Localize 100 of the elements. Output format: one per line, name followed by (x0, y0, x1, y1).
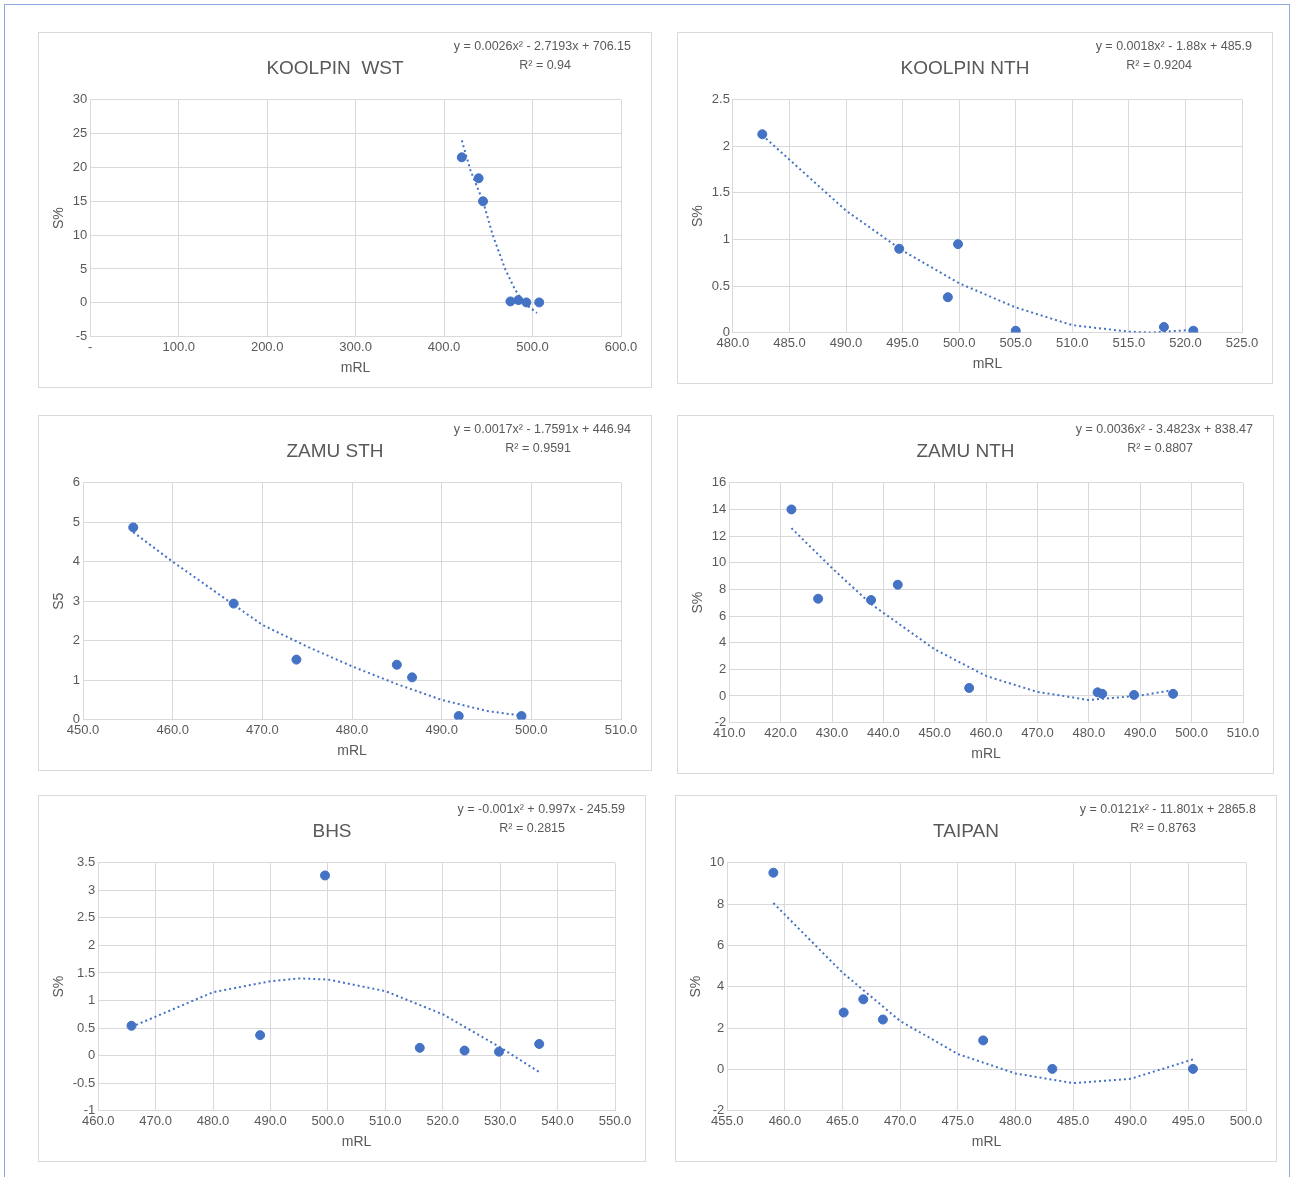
x-tick-label: 500.0 (1175, 724, 1208, 740)
y-tick-label: 2 (719, 660, 727, 676)
point (838, 1007, 849, 1018)
point (291, 654, 302, 665)
x-tick-label: 510.0 (1226, 724, 1260, 740)
chart-title: ZAMU STH (286, 439, 384, 461)
point (1158, 322, 1169, 333)
y-axis-title: S% (689, 205, 706, 228)
x-axis-title: mRL (337, 742, 368, 759)
x-tick-label: 510.0 (604, 721, 638, 737)
point (453, 711, 464, 720)
x-tick-label: 530.0 (483, 1112, 517, 1128)
x-tick-label: 500.0 (1229, 1112, 1263, 1128)
x-tick-label: 400.0 (427, 338, 461, 354)
y-tick-label: 2 (72, 632, 81, 648)
y-tick-label: 5 (80, 260, 88, 276)
x-tick-label: 480.0 (999, 1112, 1032, 1128)
chart-title: BHS (312, 819, 352, 841)
point (866, 595, 877, 606)
point (1047, 1063, 1058, 1074)
text: R² = 0.94 (518, 57, 572, 74)
x-tick-label: 470.0 (246, 721, 279, 737)
point (757, 129, 768, 140)
x-tick-label: 300.0 (339, 338, 372, 354)
y-tick-label: 5 (72, 513, 81, 529)
point (877, 1014, 888, 1025)
y-tick-label: 0 (87, 1047, 96, 1063)
text: R² = 0.8763 (1129, 820, 1197, 837)
y-tick-label: 1 (72, 671, 81, 687)
x-tick-label: 470.0 (139, 1112, 172, 1128)
x-tick-label: 485.0 (1056, 1112, 1090, 1128)
y-tick-label: 1.5 (711, 184, 730, 200)
y-tick-label: 15 (72, 192, 88, 208)
point (513, 295, 524, 306)
y-tick-label: 0.5 (711, 277, 730, 293)
x-axis-title: mRL (971, 1133, 1002, 1150)
y-tick-label: 8 (717, 895, 725, 911)
x-tick-label: 490.0 (254, 1112, 287, 1128)
point (473, 173, 484, 184)
y-tick-label: 1 (87, 992, 96, 1008)
x-tick-label: 460.0 (768, 1112, 802, 1128)
x-tick-label: 520.0 (426, 1112, 460, 1128)
point (126, 1020, 137, 1031)
point (894, 243, 905, 254)
x-tick-label: 440.0 (867, 724, 900, 740)
point (478, 196, 489, 207)
y-tick-label: 25 (72, 125, 88, 141)
y-tick-label: 0 (717, 1060, 725, 1076)
x-tick-label: 500.0 (515, 721, 548, 737)
x-tick-label: 510.0 (369, 1112, 402, 1128)
y-tick-label: 16 (711, 474, 727, 490)
y-tick-label: -0.5 (72, 1074, 96, 1090)
point (534, 1038, 545, 1049)
y-tick-label: 1.5 (77, 964, 96, 980)
x-tick-label: 465.0 (826, 1112, 859, 1128)
y-tick-label: 20 (72, 159, 88, 175)
x-tick-label: 550.0 (598, 1112, 632, 1128)
x-axis-title: mRL (972, 355, 1003, 372)
x-tick-label: 495.0 (886, 334, 919, 350)
x-tick-label: 495.0 (1172, 1112, 1205, 1128)
y-tick-label: 14 (711, 501, 727, 517)
point (128, 522, 139, 533)
x-tick-label: 450.0 (918, 724, 952, 740)
point (942, 292, 953, 303)
point (521, 297, 532, 308)
x-tick-label: 520.0 (1169, 334, 1202, 350)
y-axis-title: S% (689, 591, 706, 614)
x-tick-label: 505.0 (999, 334, 1032, 350)
x-tick-label: 470.0 (1021, 724, 1054, 740)
y-tick-label: 0 (719, 687, 727, 703)
y-tick-label: 10 (72, 226, 88, 242)
x-tick-label: 470.0 (883, 1112, 917, 1128)
x-tick-label: 490.0 (829, 334, 863, 350)
text: y = 0.0018x² - 1.88x + 485.9 (1095, 38, 1252, 55)
x-tick-label: 480.0 (335, 721, 369, 737)
point (1187, 1063, 1198, 1074)
text: R² = 0.9204 (1125, 57, 1193, 74)
point (255, 1030, 266, 1041)
y-tick-label: 10 (709, 854, 725, 870)
point (456, 152, 467, 163)
x-tick-label: 460.0 (969, 724, 1003, 740)
line-series (460, 139, 538, 314)
chart-title: ZAMU NTH (916, 439, 1015, 461)
text: y = 0.0121x² - 11.801x + 2865.8 (1079, 801, 1256, 818)
point (858, 994, 869, 1005)
y-tick-label: 10 (711, 554, 727, 570)
x-tick-label: 485.0 (773, 334, 806, 350)
text: y = 0.0026x² - 2.7193x + 706.15 (453, 38, 631, 55)
point (1168, 688, 1179, 699)
chart-title: TAIPAN (933, 819, 999, 841)
point (964, 682, 975, 693)
x-tick-label: 480.0 (196, 1112, 230, 1128)
point (505, 296, 516, 307)
point (1129, 689, 1140, 700)
x-tick-label: 600.0 (604, 338, 638, 354)
point (228, 598, 239, 609)
y-axis-title: S% (50, 207, 67, 230)
line-series (772, 902, 1194, 1085)
y-tick-label: 6 (717, 936, 725, 952)
point (534, 297, 545, 308)
